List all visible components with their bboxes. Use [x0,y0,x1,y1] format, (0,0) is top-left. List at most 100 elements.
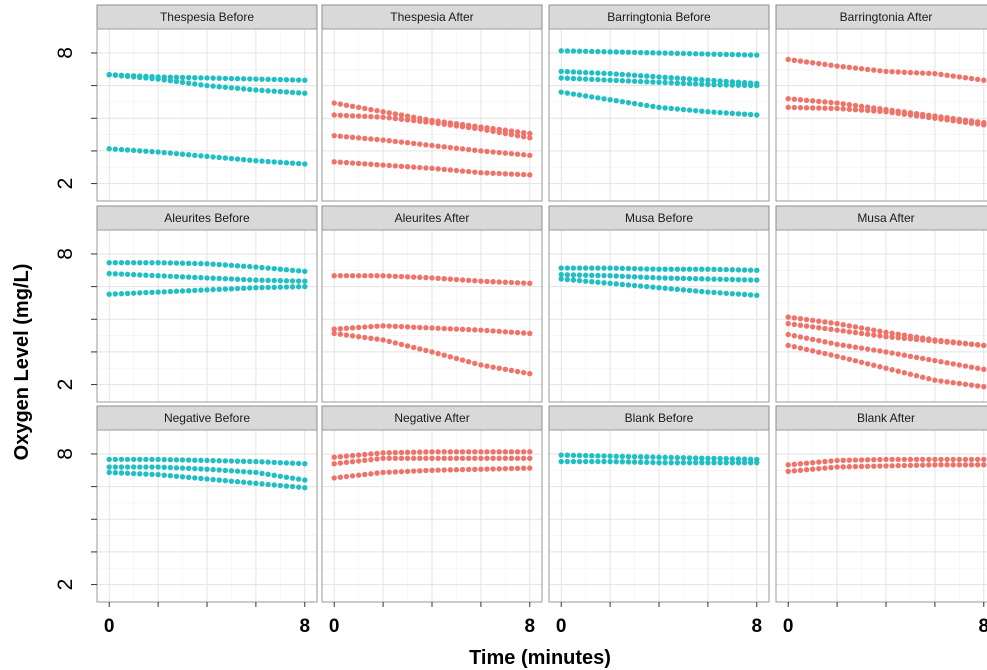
data-point [398,273,405,280]
panel-negative-after: Negative After 0 8 [321,405,543,637]
data-point [240,156,247,163]
panel-border [321,28,543,202]
data-point [453,467,460,473]
data-point [723,459,729,466]
data-point [754,52,760,58]
data-point [822,99,828,105]
data-point [834,327,840,333]
series-2 [106,270,308,284]
x-tick-label: 0 [783,616,794,637]
strip-background [775,405,987,431]
data-point [723,290,729,296]
data-point [735,111,742,117]
data-point [968,382,975,388]
data-point [754,292,760,299]
data-point [386,455,392,462]
data-point [668,80,674,86]
data-point [386,469,392,475]
data-point [662,285,668,291]
data-point [686,266,693,272]
data-point [907,462,914,469]
data-point [631,453,638,460]
data-point [478,126,484,132]
data-point [368,451,374,457]
data-point [240,276,247,283]
data-point [564,276,571,283]
data-point [222,286,229,292]
data-point [259,459,265,465]
data-point [791,315,798,321]
data-point [271,277,277,284]
data-point [514,129,521,135]
data-point [864,66,871,73]
data-point [124,470,131,476]
data-point [729,290,736,297]
data-point [398,112,405,118]
data-point [331,112,337,118]
data-point [362,471,368,478]
data-point [564,90,571,96]
data-point [601,280,607,286]
data-point [723,266,729,273]
data-point [484,449,490,455]
data-point [699,81,705,87]
data-point [502,171,509,177]
data-point [410,274,417,280]
data-point [185,260,192,267]
data-point [895,462,901,469]
data-point [625,265,632,272]
data-point [846,457,853,463]
data-point [864,361,871,367]
series-3 [331,330,533,377]
data-point [864,346,871,352]
data-point [968,456,975,463]
data-point [527,455,533,462]
data-point [686,455,693,461]
data-point [692,276,699,282]
data-point [234,458,241,464]
data-point [601,458,607,465]
data-point [582,48,589,55]
data-point [803,335,810,341]
data-point [907,456,914,463]
data-point [803,97,810,104]
data-point [404,324,411,330]
data-point [283,278,290,284]
data-point [149,289,155,296]
data-point [155,289,161,295]
data-point [228,468,235,474]
data-point [680,80,687,87]
data-point [520,152,527,158]
plot-background [776,430,987,602]
data-point [662,79,668,86]
data-point [520,449,527,455]
data-point [840,355,846,361]
data-point [124,271,131,278]
data-point [607,453,613,459]
data-point [124,73,131,80]
data-point [747,52,754,58]
data-point [228,262,235,269]
data-point [265,481,271,488]
series-1 [331,273,533,287]
data-point [198,475,204,482]
data-point [723,276,729,283]
data-point [705,289,711,295]
data-point [204,82,210,89]
data-point [234,285,241,292]
data-point [644,454,650,460]
data-point [143,272,149,278]
data-point [791,461,798,467]
data-point [343,473,350,480]
data-point [124,456,131,463]
data-point [302,268,308,275]
data-point [441,166,447,173]
data-point [417,274,423,281]
data-point [662,275,668,281]
data-point [889,69,895,75]
data-point [130,147,137,154]
data-point [179,288,186,294]
data-point [192,75,198,81]
data-point [956,340,963,346]
data-point [331,326,337,332]
